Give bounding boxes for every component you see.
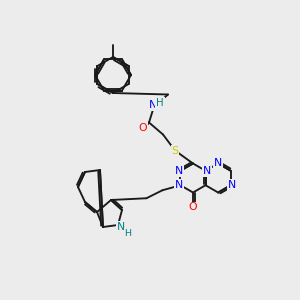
Text: O: O <box>189 202 197 212</box>
Text: H: H <box>124 229 131 238</box>
Text: N: N <box>175 166 184 176</box>
Text: O: O <box>138 123 147 133</box>
Text: N: N <box>227 180 236 190</box>
Text: N: N <box>175 180 184 190</box>
Text: S: S <box>172 146 178 155</box>
Text: N: N <box>149 100 157 110</box>
Text: N: N <box>202 166 211 176</box>
Text: N: N <box>117 222 125 232</box>
Text: N: N <box>214 158 222 167</box>
Text: H: H <box>156 98 164 107</box>
